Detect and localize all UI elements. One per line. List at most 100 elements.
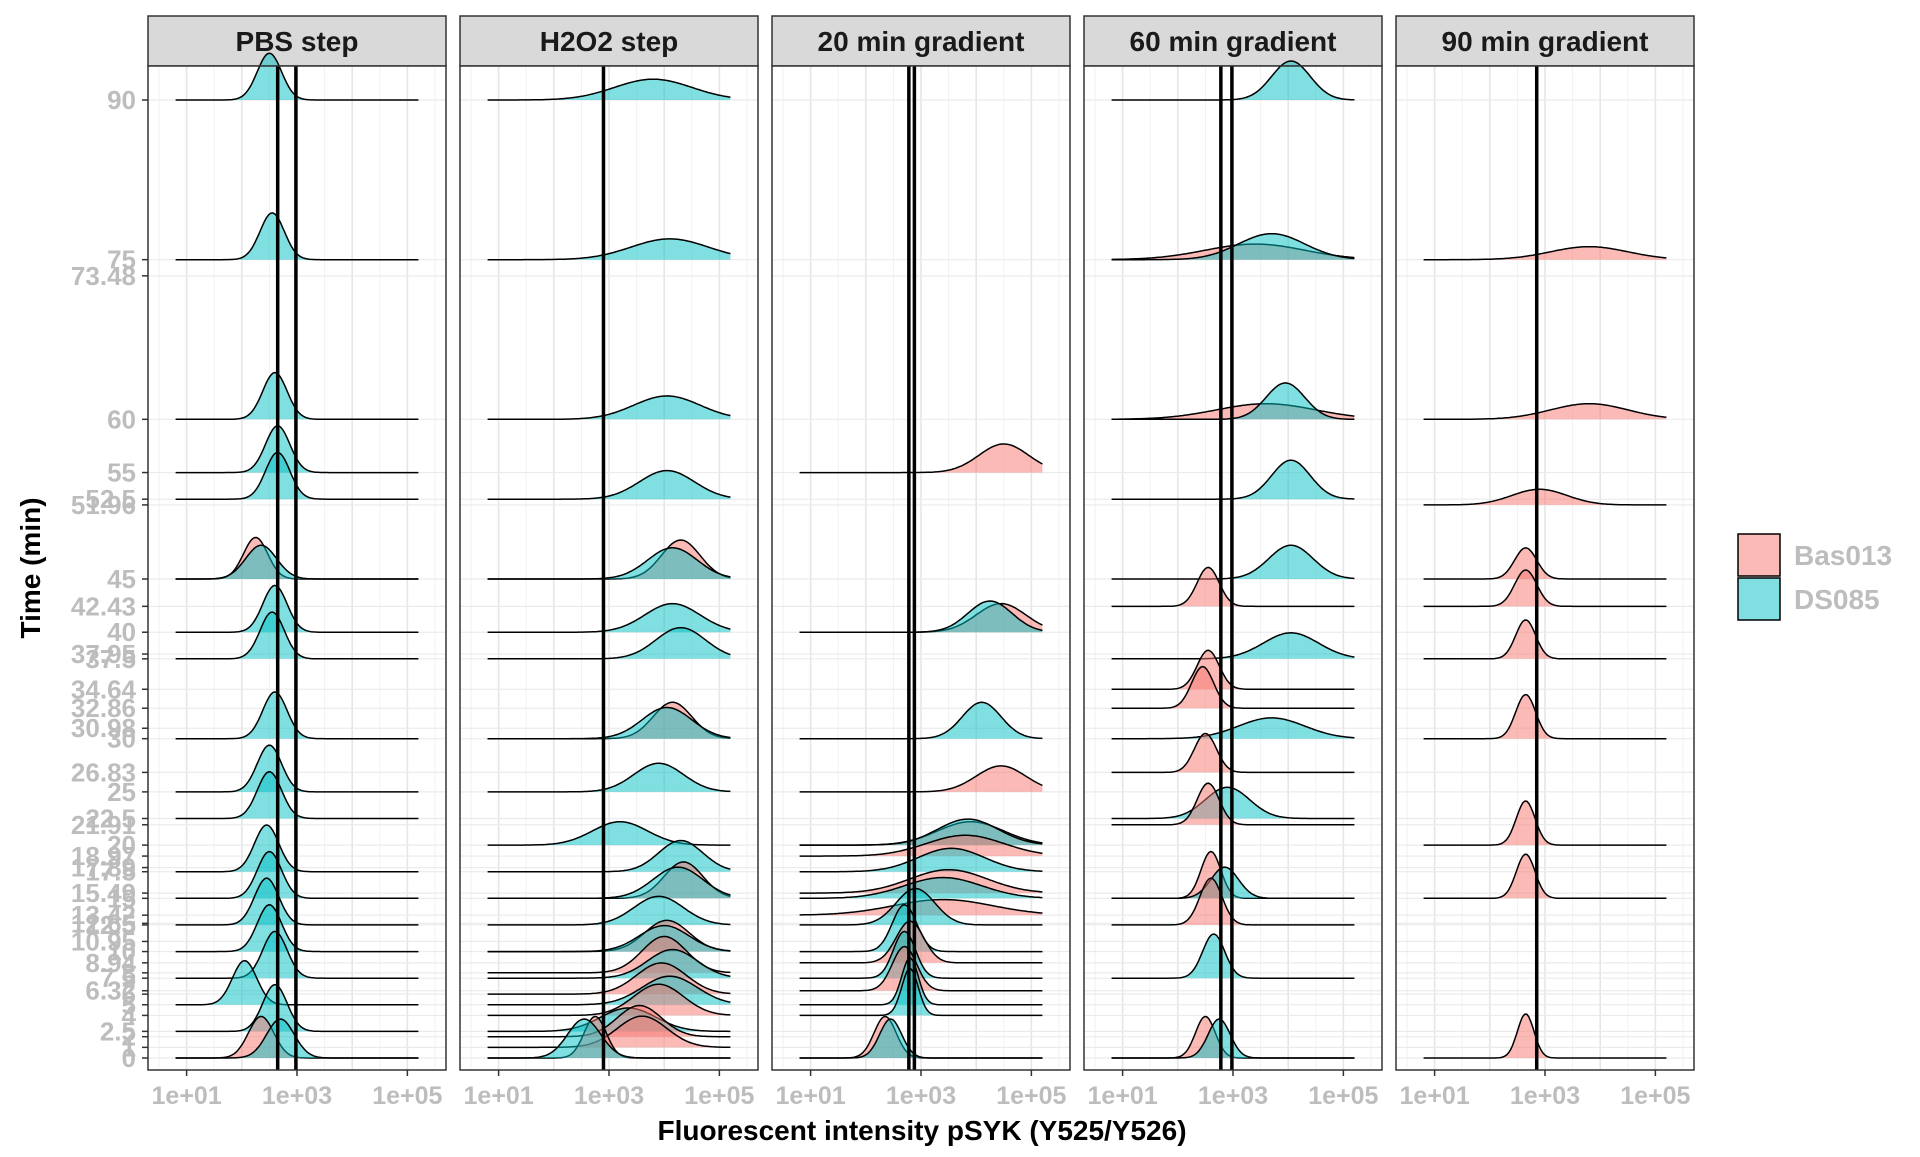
ridge-0 [487, 1015, 731, 1059]
y-tick-label: 13.42 [71, 900, 136, 930]
ridge-line-bas013 [1423, 488, 1667, 506]
y-tick-label: 1 [122, 1032, 136, 1062]
ridge-fill-bas013 [799, 921, 1043, 963]
ridge-line-ds085 [799, 847, 1043, 873]
x-tick-label: 1e+05 [684, 1082, 754, 1110]
ridge-0 [1423, 1013, 1667, 1059]
ridge-30 [487, 701, 731, 740]
ridge-line-bas013 [487, 962, 731, 995]
y-tick-label: 60 [107, 404, 136, 434]
ridge-18.97 [799, 834, 1043, 857]
ridge-90 [487, 78, 731, 101]
ridge-line-ds085 [487, 948, 731, 979]
ridge-60 [487, 395, 731, 421]
x-tick-label: 1e+03 [1510, 1082, 1580, 1110]
ridge-line-ds085 [487, 1018, 731, 1059]
y-tick-label: 34.64 [71, 674, 137, 704]
ridge-line-bas013 [799, 765, 1043, 793]
ridge-fill-ds085 [487, 470, 731, 500]
ridge-30 [799, 701, 1043, 740]
y-tick-label: 8.94 [85, 948, 136, 978]
ridge-line-ds085 [487, 395, 731, 421]
ridge-1 [487, 1015, 731, 1049]
panel-title: PBS step [236, 26, 359, 57]
ridge-12.5 [487, 895, 731, 926]
ridge-line-bas013 [799, 920, 1043, 964]
ridge-fill-ds085 [487, 707, 731, 739]
panel-title: 60 min gradient [1130, 26, 1337, 57]
ridge-line-bas013 [799, 945, 1043, 992]
y-tick-label: 18.97 [71, 841, 136, 871]
ridge-line-ds085 [799, 876, 1043, 900]
ridge-fill-bas013 [487, 984, 731, 1016]
ridge-line-ds085 [487, 469, 731, 500]
ridge-line-bas013 [799, 868, 1043, 894]
panel-strip [147, 15, 447, 67]
legend-key-ds085 [1737, 577, 1781, 621]
y-tick-label: 6.32 [85, 976, 136, 1006]
y-tick-label: 55 [107, 458, 136, 488]
ridge-line-ds085 [487, 602, 731, 633]
y-tick-label: 8 [122, 958, 136, 988]
ridge-fill-ds085 [1111, 460, 1355, 500]
ridge-42.43 [1423, 569, 1667, 608]
ridge-25 [487, 762, 731, 793]
legend-label: DS085 [1794, 584, 1880, 615]
ridge-2 [487, 1004, 731, 1038]
ridge-fill-ds085 [487, 867, 731, 899]
ridge-line-ds085 [487, 706, 731, 740]
y-tick-label: 30.98 [71, 713, 136, 743]
ridge-line-bas013 [1423, 1013, 1667, 1059]
y-tick-label: 75 [107, 245, 136, 275]
y-tick-label: 0 [122, 1043, 136, 1073]
ridge-6.32 [799, 945, 1043, 992]
y-tick-label: 20 [107, 830, 136, 860]
ridge-30 [1423, 693, 1667, 740]
ridge-75 [487, 238, 731, 261]
x-tick-label: 1e+03 [574, 1082, 644, 1110]
y-tick-label: 21.91 [71, 810, 136, 840]
ridge-fill-ds085 [487, 547, 731, 579]
y-tick-label: 12.5 [85, 910, 136, 940]
x-tick-label: 1e+03 [1198, 1082, 1268, 1110]
ridge-line-bas013 [487, 1015, 731, 1049]
y-tick-label: 12.65 [71, 908, 136, 938]
ridge-line-ds085 [487, 238, 731, 261]
ridge-15 [799, 876, 1043, 900]
ridge-4 [487, 983, 731, 1017]
ridge-line-ds085 [487, 839, 731, 873]
ridge-line-ds085 [799, 957, 1043, 1006]
y-tick-label: 37.5 [85, 644, 136, 674]
ridge-20 [1423, 800, 1667, 846]
ridge-fill-bas013 [487, 1005, 731, 1037]
panel-strip [771, 15, 1071, 67]
ridge-fill-bas013 [799, 946, 1043, 991]
y-tick-label: 10 [107, 937, 136, 967]
legend-label: Bas013 [1794, 540, 1892, 571]
y-axis-title: Time (min) [15, 497, 46, 638]
ridge-line-ds085 [487, 78, 731, 101]
ridge-line-ds085 [799, 968, 1043, 1017]
ridge-fill-ds085 [487, 238, 731, 260]
ridge-line-bas013 [799, 443, 1043, 474]
ridge-fill-ds085 [487, 395, 731, 420]
x-tick-label: 1e+01 [1400, 1082, 1470, 1110]
ridge-line-ds085 [487, 1007, 731, 1033]
ridge-0 [799, 1015, 1043, 1059]
x-tick-label: 1e+05 [1620, 1082, 1690, 1110]
ridge-fill-ds085 [799, 601, 1043, 633]
ridge-line-ds085 [487, 547, 731, 580]
ridge-line-ds085 [799, 701, 1043, 740]
panel-strip [1083, 15, 1383, 67]
ridge-line-bas013 [1423, 245, 1667, 261]
y-tick-label: 2 [122, 1022, 136, 1052]
y-tick-label: 51.96 [71, 490, 136, 520]
ridge-line-ds085 [487, 975, 731, 1006]
ridge-line-bas013 [1423, 619, 1667, 660]
y-tick-label: 42.43 [71, 591, 136, 621]
ridge-fill-ds085 [487, 821, 731, 846]
panel-4: 60 min gradient 1e+01 1e+03 1e+05 [1083, 15, 1383, 1110]
ridge-line-bas013 [487, 983, 731, 1017]
ridge-fill-ds085 [799, 968, 1043, 1016]
ridge-line-bas013 [1423, 569, 1667, 608]
